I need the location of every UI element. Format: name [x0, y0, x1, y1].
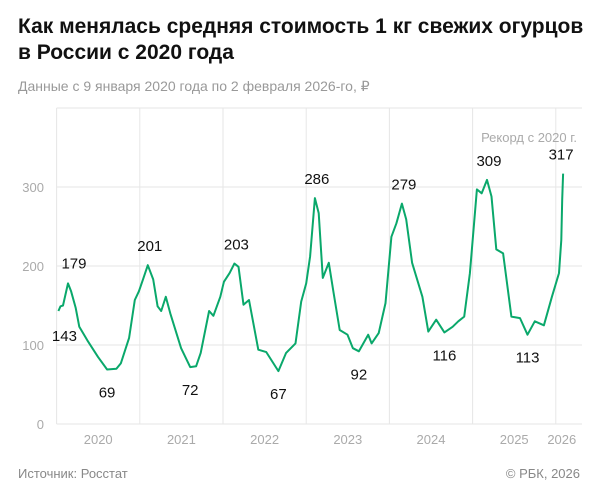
x-tick-label: 2022 [250, 432, 279, 447]
x-tick-label: 2021 [167, 432, 196, 447]
y-tick-label: 100 [22, 338, 44, 353]
x-tick-label: 2024 [417, 432, 446, 447]
data-label: 116 [432, 347, 456, 364]
data-label: 67 [270, 386, 287, 403]
grid [56, 107, 582, 425]
data-label: 203 [224, 237, 249, 254]
record-annotation: Рекорд с 2020 г. [481, 130, 577, 145]
data-label: 286 [304, 171, 329, 188]
x-tick-label: 2023 [333, 432, 362, 447]
y-tick-label: 0 [37, 417, 44, 432]
y-tick-label: 300 [22, 180, 44, 195]
data-label: 113 [516, 350, 540, 367]
data-label: 309 [476, 153, 501, 170]
data-label: 179 [61, 256, 86, 273]
data-label: 92 [351, 366, 368, 383]
y-tick-label: 200 [22, 259, 44, 274]
copyright: © РБК, 2026 [505, 466, 580, 481]
source: Источник: Росстат [18, 466, 128, 481]
data-labels: 143 179 69 201 72 203 67 286 92 279 116 309 113 317 [52, 147, 574, 404]
data-label: 143 [52, 328, 77, 345]
x-tick-label: 2026 [547, 432, 576, 447]
x-tick-label: 2025 [500, 432, 529, 447]
subtitle: Данные с 9 января 2020 года по 2 февраля… [18, 78, 370, 94]
price-line [57, 173, 565, 373]
y-axis: 0 100 200 300 [22, 180, 44, 432]
page-title: Как менялась средняя стоимость 1 кг свеж… [18, 15, 584, 64]
x-tick-label: 2020 [84, 432, 113, 447]
data-label: 317 [549, 147, 574, 164]
data-label: 69 [99, 384, 116, 401]
x-axis: 2020 2021 2022 2023 2024 2025 2026 [84, 432, 577, 447]
data-label: 279 [391, 177, 416, 194]
data-label: 72 [182, 382, 199, 399]
data-label: 201 [137, 238, 162, 255]
